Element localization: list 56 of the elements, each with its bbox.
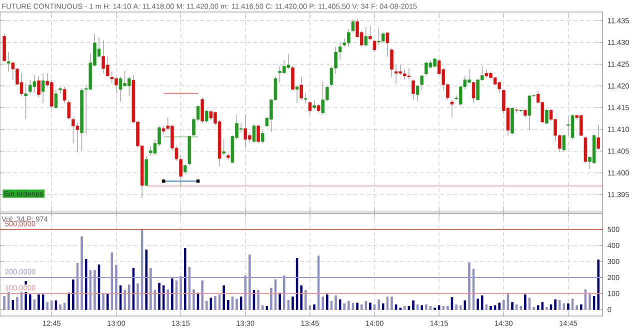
- candlestick: [372, 40, 376, 52]
- candlestick: [364, 26, 368, 48]
- candlestick: [596, 124, 600, 150]
- candlestick: [260, 130, 264, 144]
- candlestick: [545, 108, 548, 124]
- candlestick: [28, 80, 32, 95]
- candlestick: [484, 69, 488, 78]
- candlestick: [368, 26, 372, 40]
- candlestick: [200, 97, 204, 124]
- candlestick: [498, 81, 501, 94]
- candlestick: [282, 60, 286, 74]
- candlestick: [11, 62, 15, 80]
- candlestick: [183, 164, 187, 175]
- candlestick: [286, 54, 290, 69]
- candlestick: [67, 100, 70, 120]
- candlestick: [32, 74, 36, 93]
- candlestick: [300, 76, 303, 100]
- candlestick: [570, 114, 574, 140]
- candlestick: [308, 101, 312, 115]
- candlestick: [110, 71, 114, 84]
- candlestick: [256, 124, 260, 144]
- candlestick: [304, 93, 308, 104]
- candlestick: [450, 100, 454, 118]
- candlestick: [386, 32, 390, 58]
- candlestick: [316, 103, 320, 114]
- candlestick: [76, 122, 80, 153]
- candlestick: [416, 86, 420, 102]
- candlestick: [424, 62, 428, 76]
- candlestick: [222, 139, 226, 156]
- candlestick: [584, 136, 588, 164]
- candlestick: [472, 81, 476, 104]
- candlestick: [390, 48, 394, 78]
- candlestick: [205, 110, 208, 122]
- candlestick: [407, 68, 411, 80]
- candlestick: [6, 52, 10, 72]
- candlestick: [312, 100, 316, 110]
- candlestick: [252, 124, 256, 143]
- candlestick: [398, 64, 402, 76]
- candlestick: [37, 76, 40, 98]
- candlestick: [412, 79, 415, 100]
- candlestick: [291, 66, 294, 91]
- candlestick: [394, 64, 398, 84]
- candlestick: [149, 146, 152, 156]
- candlestick: [403, 69, 406, 80]
- candlestick: [295, 86, 299, 104]
- candlestick: [24, 83, 28, 120]
- candlestick: [41, 73, 45, 104]
- candlestick: [54, 90, 58, 109]
- candlestick: [528, 94, 532, 131]
- candlestick: [118, 76, 122, 102]
- candlestick: [62, 86, 66, 104]
- candlestick: [351, 18, 355, 33]
- candlestick: [72, 117, 75, 144]
- candlestick: [420, 74, 424, 91]
- candlestick: [209, 110, 213, 120]
- candlestick: [562, 134, 566, 152]
